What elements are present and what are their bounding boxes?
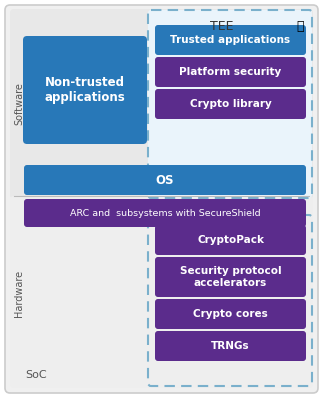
Text: Non-trusted
applications: Non-trusted applications <box>45 76 125 104</box>
FancyBboxPatch shape <box>155 225 306 255</box>
Text: TRNGs: TRNGs <box>211 341 250 351</box>
Text: Security protocol
accelerators: Security protocol accelerators <box>180 266 281 288</box>
Text: ARC and  subsystems with SecureShield: ARC and subsystems with SecureShield <box>70 208 260 218</box>
FancyBboxPatch shape <box>10 196 313 388</box>
Text: CryptoPack: CryptoPack <box>197 235 264 245</box>
Text: 🔒: 🔒 <box>296 20 304 34</box>
FancyBboxPatch shape <box>155 257 306 297</box>
Text: Trusted applications: Trusted applications <box>171 35 291 45</box>
Text: Software: Software <box>14 82 24 126</box>
Text: SoC: SoC <box>25 370 47 380</box>
Text: Hardware: Hardware <box>14 270 24 316</box>
FancyBboxPatch shape <box>155 89 306 119</box>
FancyBboxPatch shape <box>23 36 147 144</box>
FancyBboxPatch shape <box>155 299 306 329</box>
FancyBboxPatch shape <box>24 199 306 227</box>
FancyBboxPatch shape <box>155 57 306 87</box>
Text: Platform security: Platform security <box>179 67 282 77</box>
FancyBboxPatch shape <box>10 9 313 199</box>
Text: OS: OS <box>156 174 174 186</box>
FancyBboxPatch shape <box>155 331 306 361</box>
FancyBboxPatch shape <box>155 25 306 55</box>
FancyBboxPatch shape <box>148 10 312 198</box>
Text: TEE: TEE <box>210 20 234 34</box>
Text: Crypto library: Crypto library <box>190 99 271 109</box>
FancyBboxPatch shape <box>24 165 306 195</box>
FancyBboxPatch shape <box>5 5 318 393</box>
Text: Crypto cores: Crypto cores <box>193 309 268 319</box>
